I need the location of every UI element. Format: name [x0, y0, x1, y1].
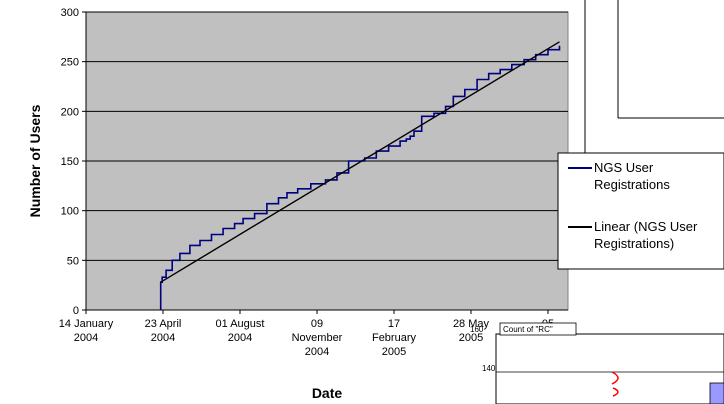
legend: NGS User Registrations Linear (NGS User Reg…	[557, 152, 724, 270]
x-tick-label-line: 01 August	[216, 318, 265, 330]
x-tick-label-line: February	[372, 332, 417, 344]
y-axis-title: Number of Users	[27, 104, 43, 217]
inset-bar	[709, 382, 724, 404]
x-tick-label-line: 2005	[382, 346, 406, 358]
x-axis-title: Date	[312, 385, 343, 401]
x-tick-label: 23 April 2004	[145, 318, 182, 344]
inset-label: Count of "RC"	[503, 325, 553, 334]
x-tick-label-line: 2004	[305, 346, 329, 358]
y-tick-label: 250	[61, 57, 79, 69]
x-tick-label-line: 09	[311, 318, 323, 330]
inset-frame	[495, 333, 724, 404]
y-tick-label: 100	[61, 206, 79, 218]
x-tick-label: 17 February 2005	[372, 318, 417, 358]
inset-tick-140: 140	[482, 364, 496, 373]
y-tick-label: 50	[67, 255, 79, 267]
inset-tick-160: 160	[470, 325, 484, 334]
x-tick-label-line: 2005	[459, 332, 483, 344]
inset-chart: Count of "RC" 160 140	[470, 322, 724, 404]
legend-entry-label: Registrations	[594, 177, 670, 192]
y-axis-ticks: 0 50 100 150 200 250 300	[61, 7, 86, 317]
series-layer	[159, 41, 561, 310]
x-tick-label-line: 23 April	[145, 318, 182, 330]
y-tick-label: 0	[73, 305, 79, 317]
series-linear-trend	[160, 41, 560, 283]
x-tick-label-line: 17	[388, 318, 400, 330]
legend-entry-label: Registrations)	[594, 236, 674, 251]
y-tick-label: 150	[61, 156, 79, 168]
gridlines	[86, 11, 568, 261]
background-panel	[585, 0, 724, 160]
x-tick-label-line: 28 May	[453, 318, 490, 330]
inset-red-mark	[611, 371, 619, 397]
x-tick-label: 28 May 2005	[453, 318, 490, 344]
x-tick-label-line: 2004	[228, 332, 252, 344]
y-tick-label: 200	[61, 106, 79, 118]
x-tick-label-line: November	[292, 332, 343, 344]
series-ngs-user-registrations	[159, 45, 561, 310]
y-tick-label: 300	[61, 7, 79, 19]
x-tick-label-line: 14 January	[59, 318, 114, 330]
x-tick-label-line: 2004	[151, 332, 175, 344]
x-tick-label: 14 January 2004	[59, 318, 114, 344]
legend-box	[557, 152, 724, 270]
inset-label-box	[499, 322, 577, 336]
x-tick-label-line: 2004	[74, 332, 98, 344]
x-tick-label: 09 November 2004	[292, 318, 343, 358]
x-tick-label: 01 August 2004	[216, 318, 265, 344]
legend-entry-label: NGS User	[594, 160, 654, 175]
legend-entry-label: Linear (NGS User	[594, 219, 698, 234]
